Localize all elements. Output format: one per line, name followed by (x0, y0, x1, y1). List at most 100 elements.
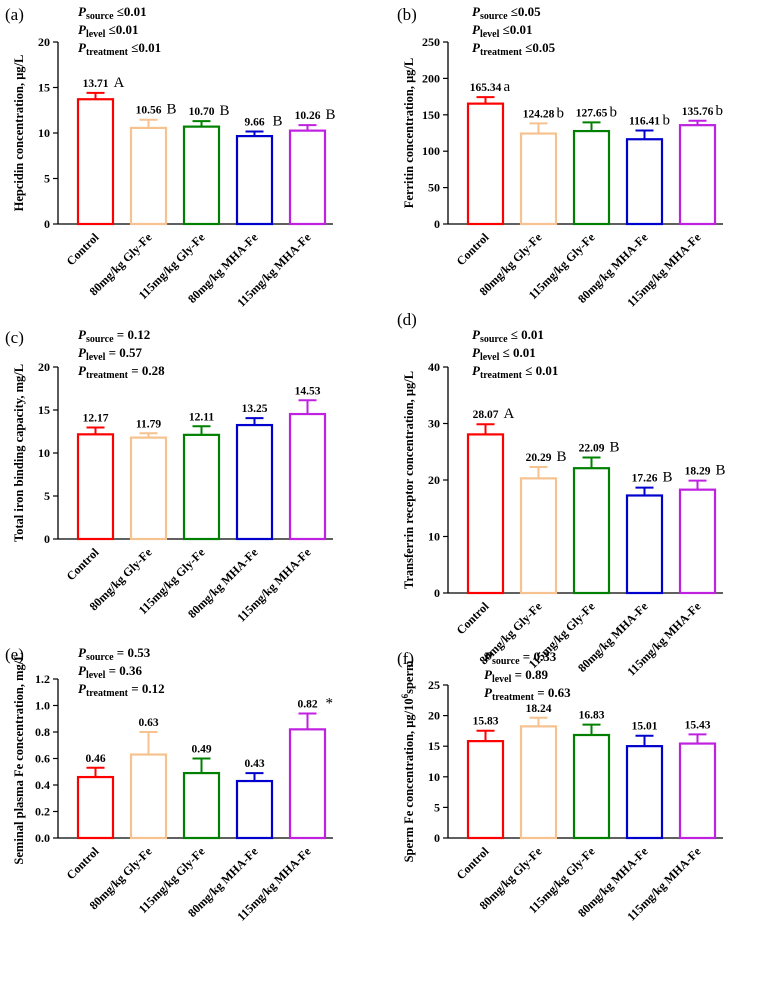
y-tick-label: 25 (428, 678, 440, 692)
y-tick-label: 10 (38, 446, 50, 460)
p-stat-source: Psource = 0.53 (78, 645, 151, 663)
y-tick-label: 0 (434, 831, 440, 845)
p-stat-treatment: Ptreatment ≤0.05 (472, 40, 556, 58)
data-label-2: 0.63 (138, 717, 158, 729)
bar-2 (129, 126, 168, 226)
y-tick-label: 0.0 (35, 831, 50, 845)
p-stat-treatment: Ptreatment ≤0.01 (78, 40, 161, 58)
bar-3 (572, 129, 611, 226)
y-axis-label: Transferrin receptor concentration, μg/L (402, 371, 416, 589)
p-stat-treatment: Ptreatment = 0.28 (78, 363, 165, 381)
x-tick-label-1: Control (454, 230, 492, 268)
y-axis-label: Total iron binding capacity, mg/L (12, 364, 26, 542)
significance-letter-2: B (167, 102, 177, 118)
p-stat-level: Plevel ≤ 0.01 (472, 345, 536, 363)
p-stat-treatment: Ptreatment = 0.12 (78, 681, 165, 699)
data-label-5: 15.43 (685, 719, 711, 731)
significance-letter-5: B (326, 107, 336, 123)
bar-2 (519, 725, 558, 840)
data-label-1: 13.71 (83, 78, 109, 90)
y-tick-label: 15 (428, 739, 440, 753)
panel-label: (a) (5, 5, 24, 24)
bar-5 (678, 742, 717, 840)
p-stat-source: Psource ≤ 0.01 (472, 327, 544, 345)
data-label-5: 18.29 (685, 466, 711, 478)
data-label-4: 0.43 (244, 758, 264, 770)
bar-4 (235, 134, 274, 226)
significance-letter-1: A (504, 406, 515, 422)
bar-3 (182, 125, 221, 226)
p-stat-level: Plevel = 0.89 (484, 667, 549, 685)
bar-1 (466, 433, 505, 595)
bar-1 (466, 102, 505, 226)
bar-5 (288, 728, 327, 840)
data-label-3: 10.70 (189, 106, 215, 118)
y-tick-label: 0 (434, 217, 440, 231)
data-label-3: 0.49 (191, 744, 211, 756)
y-axis-label: Seminal plasma Fe concentration, mg/L (12, 652, 26, 864)
y-tick-label: 20 (428, 709, 440, 723)
y-tick-label: 150 (422, 108, 440, 122)
significance-letter-4: B (663, 470, 673, 486)
significance-letter-5: * (326, 695, 334, 711)
data-label-2: 10.56 (136, 105, 162, 117)
bar-3 (572, 733, 611, 840)
y-tick-label: 5 (44, 489, 50, 503)
x-tick-label-1: Control (64, 545, 102, 583)
y-tick-label: 0.4 (35, 778, 50, 792)
significance-letter-5: b (716, 103, 724, 119)
data-label-2: 20.29 (526, 452, 552, 464)
data-label-4: 116.41 (629, 116, 660, 128)
bar-1 (76, 433, 115, 541)
significance-letter-4: b (663, 113, 671, 129)
bar-3 (182, 433, 221, 541)
p-stat-level: Plevel ≤0.01 (78, 22, 139, 40)
p-stat-level: Plevel ≤0.01 (472, 22, 533, 40)
y-axis-label: Ferritin concentration, μg/L (402, 58, 416, 208)
bar-1 (466, 740, 505, 840)
bar-4 (625, 138, 664, 226)
data-label-5: 10.26 (295, 110, 321, 122)
p-stat-source: Psource = 0.33 (484, 649, 557, 667)
significance-letter-3: B (610, 439, 620, 455)
y-tick-label: 0.8 (35, 725, 50, 739)
data-label-5: 0.82 (297, 698, 317, 710)
y-tick-label: 1.2 (35, 672, 50, 686)
significance-letter-5: B (716, 463, 726, 479)
y-tick-label: 1.0 (35, 699, 50, 713)
bar-4 (625, 494, 664, 595)
significance-letter-3: B (220, 103, 230, 119)
p-stat-source: Psource ≤0.05 (472, 4, 541, 22)
y-axis-label: Sperm Fe concentration, μg/106sperm (400, 660, 416, 862)
bar-5 (288, 412, 327, 541)
data-label-3: 16.83 (579, 710, 605, 722)
y-tick-label: 15 (38, 81, 50, 95)
significance-letter-2: b (557, 105, 565, 121)
data-label-2: 18.24 (526, 703, 552, 715)
data-label-2: 11.79 (136, 418, 161, 430)
data-label-1: 28.07 (473, 409, 499, 421)
bar-1 (76, 98, 115, 226)
y-axis-label: Hepcidin concentration, μg/L (12, 55, 26, 212)
y-tick-label: 50 (428, 181, 440, 195)
y-tick-label: 40 (428, 360, 440, 374)
significance-letter-1: A (114, 75, 125, 91)
panel-label: (d) (397, 310, 417, 329)
x-tick-label-1: Control (64, 844, 102, 882)
data-label-5: 14.53 (295, 385, 321, 397)
panel-label: (f) (397, 649, 414, 668)
y-tick-label: 0 (434, 586, 440, 600)
bar-2 (129, 436, 168, 541)
significance-letter-4: B (273, 114, 283, 130)
p-stat-treatment: Ptreatment ≤ 0.01 (472, 363, 558, 381)
bar-2 (519, 132, 558, 226)
y-tick-label: 10 (428, 770, 440, 784)
y-tick-label: 100 (422, 144, 440, 158)
y-tick-label: 0.2 (35, 805, 50, 819)
bar-4 (625, 745, 664, 840)
